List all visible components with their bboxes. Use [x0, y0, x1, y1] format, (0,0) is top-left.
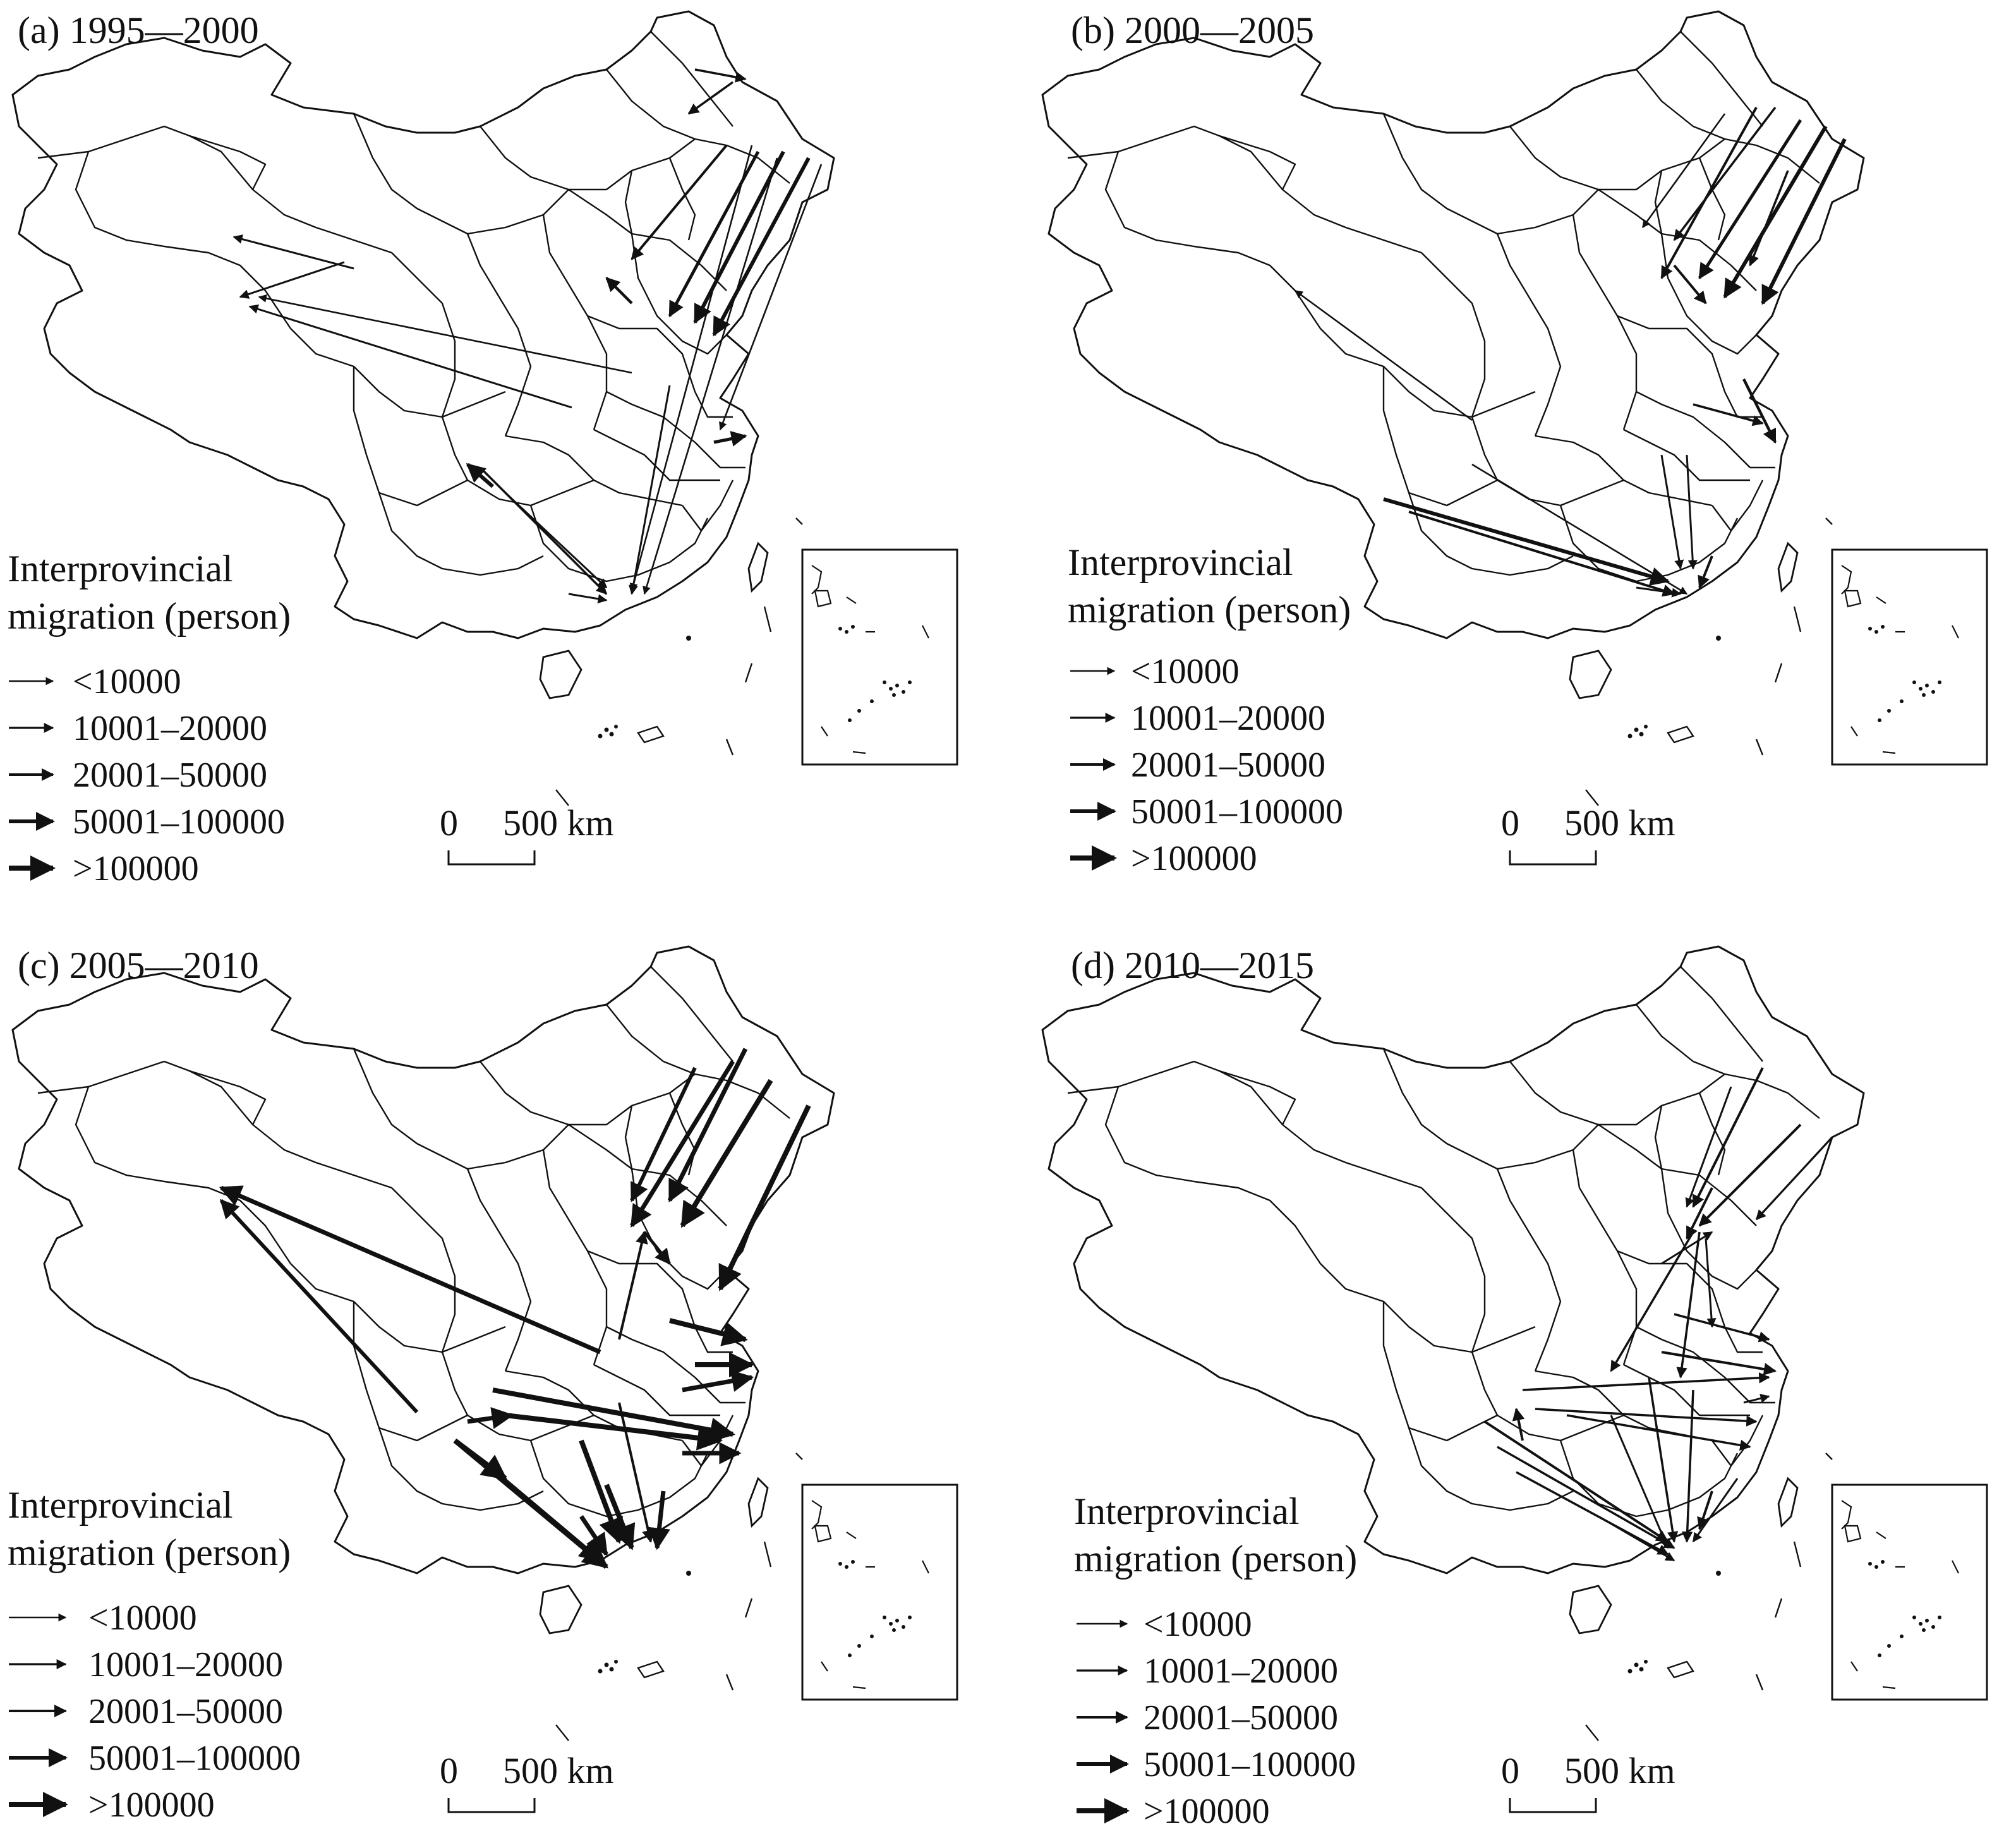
scale-bar: 0 500 km: [1501, 802, 1675, 866]
legend-arrows: [9, 1613, 68, 1817]
legend-class-2: 10001–20000: [1131, 699, 1325, 738]
legend-class-3: 20001–50000: [1144, 1698, 1338, 1737]
scale-distance-label: 500 km: [503, 802, 614, 843]
scale-distance-label: 500 km: [1564, 802, 1675, 843]
legend-class-5: >100000: [1131, 839, 1257, 878]
legend-class-1: <10000: [1131, 652, 1240, 691]
panel-b: (b) 2000—2005 Interprovincial migration …: [1041, 9, 1988, 878]
legend-class-3: 20001–50000: [1131, 746, 1325, 785]
legend-class-1: <10000: [73, 662, 181, 701]
scale-zero-label: 0: [440, 802, 458, 843]
legend-class-4: 50001–100000: [1144, 1745, 1356, 1784]
legend-class-1: <10000: [88, 1598, 197, 1638]
flow-arrows: [1294, 106, 1847, 598]
legend-class-4: 50001–100000: [88, 1739, 301, 1778]
panel-title: (a) 1995—2000: [18, 9, 259, 51]
flow-arrows: [1483, 1067, 1833, 1562]
panel-title: (c) 2005—2010: [18, 945, 259, 986]
scale-zero-label: 0: [1501, 802, 1519, 843]
legend-class-5: >100000: [73, 849, 199, 888]
legend-class-1: <10000: [1144, 1605, 1252, 1644]
scale-zero-label: 0: [440, 1750, 458, 1791]
scale-bar: 0 500 km: [440, 1750, 614, 1813]
legend-title-line-1: Interprovincial: [1068, 541, 1293, 583]
flow-arrows: [219, 1048, 811, 1569]
panel-title: (d) 2010—2015: [1071, 945, 1314, 986]
legend: Interprovincial migration (person) <1000…: [8, 548, 291, 888]
legend-title-line-1: Interprovincial: [8, 548, 233, 589]
scale-zero-label: 0: [1501, 1750, 1519, 1791]
panel-title: (b) 2000—2005: [1071, 9, 1314, 51]
scale-bar: 0 500 km: [1501, 1750, 1675, 1813]
legend: Interprovincial migration (person) <1000…: [1068, 541, 1351, 878]
legend-class-2: 10001–20000: [88, 1645, 283, 1684]
scale-distance-label: 500 km: [1564, 1750, 1675, 1791]
panel-c: (c) 2005—2010: [8, 945, 958, 1825]
legend: Interprovincial migration (person) <1000…: [1074, 1490, 1357, 1831]
legend-title-line-1: Interprovincial: [8, 1484, 233, 1526]
legend-class-2: 10001–20000: [1144, 1652, 1338, 1691]
legend-class-3: 20001–50000: [88, 1692, 283, 1731]
legend-class-5: >100000: [88, 1786, 215, 1825]
scale-distance-label: 500 km: [503, 1750, 614, 1791]
panel-d: (d) 2010—2015: [1041, 945, 1988, 1831]
legend-title-line-2: migration (person): [1074, 1538, 1357, 1580]
legend-title-line-2: migration (person): [8, 1532, 291, 1573]
flow-arrows: [232, 68, 823, 604]
legend-title-line-2: migration (person): [1068, 589, 1351, 631]
legend-class-4: 50001–100000: [1131, 792, 1343, 831]
legend-class-3: 20001–50000: [73, 756, 267, 795]
scale-bar: 0 500 km: [440, 802, 614, 866]
legend-class-4: 50001–100000: [73, 802, 285, 842]
legend: Interprovincial migration (person) <1000…: [8, 1484, 301, 1825]
legend-title-line-1: Interprovincial: [1074, 1490, 1300, 1532]
panel-a: (a) 1995—2000 Interprovincial mig: [8, 9, 958, 888]
legend-arrows: [1077, 1619, 1130, 1823]
legend-title-line-2: migration (person): [8, 595, 291, 637]
legend-class-2: 10001–20000: [73, 709, 267, 748]
legend-arrows: [9, 677, 56, 881]
legend-arrows: [1070, 667, 1117, 871]
legend-class-5: >100000: [1144, 1792, 1270, 1831]
